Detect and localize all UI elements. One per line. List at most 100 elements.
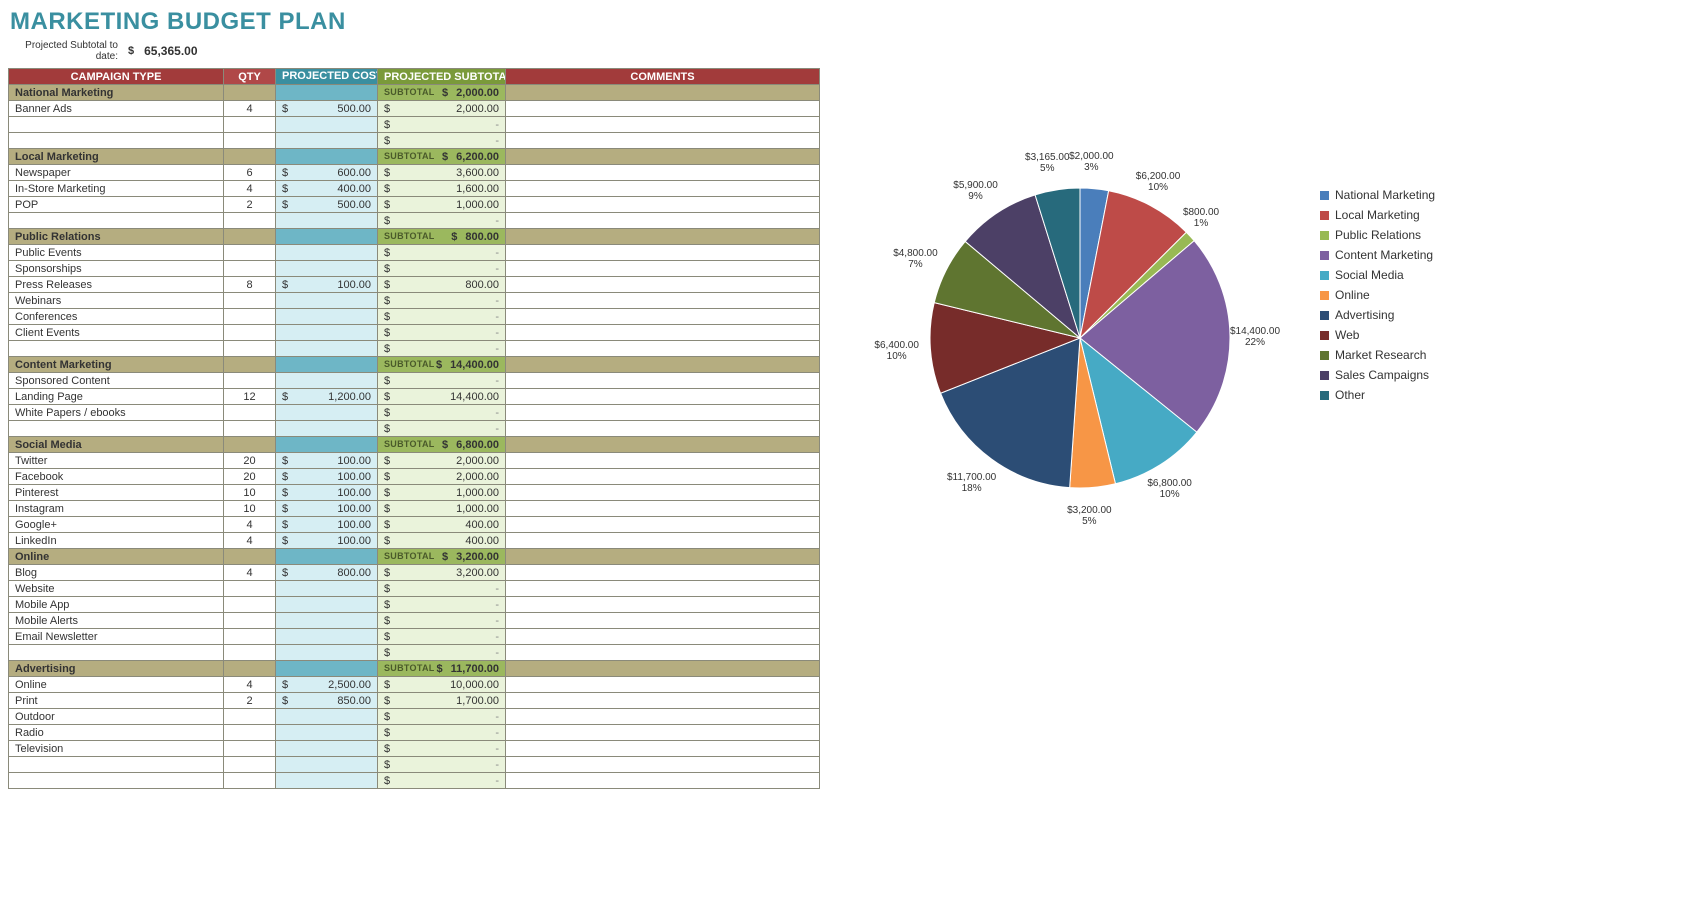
- cell-sub[interactable]: $1,700.00: [378, 693, 506, 709]
- cell-qty[interactable]: 4: [224, 677, 276, 693]
- cell-cpu[interactable]: $100.00: [276, 501, 378, 517]
- cell-label[interactable]: In-Store Marketing: [9, 181, 224, 197]
- cell-sub[interactable]: $-: [378, 245, 506, 261]
- cell-label[interactable]: Banner Ads: [9, 101, 224, 117]
- cell-qty[interactable]: 4: [224, 181, 276, 197]
- cell-label[interactable]: [9, 757, 224, 773]
- cell-comments[interactable]: [506, 517, 820, 533]
- cell-label[interactable]: [9, 117, 224, 133]
- cell-qty[interactable]: 6: [224, 165, 276, 181]
- cell-sub[interactable]: $-: [378, 629, 506, 645]
- cell-comments[interactable]: [506, 645, 820, 661]
- cell-sub[interactable]: $2,000.00: [378, 453, 506, 469]
- cell-comments[interactable]: [506, 613, 820, 629]
- cell-cpu[interactable]: [276, 341, 378, 357]
- cell-sub[interactable]: $2,000.00: [378, 469, 506, 485]
- cell-qty[interactable]: [224, 405, 276, 421]
- cell-cpu[interactable]: $1,200.00: [276, 389, 378, 405]
- cell-label[interactable]: Outdoor: [9, 709, 224, 725]
- cell-comments[interactable]: [506, 165, 820, 181]
- cell-comments[interactable]: [506, 757, 820, 773]
- cell-cpu[interactable]: $850.00: [276, 693, 378, 709]
- cell-cpu[interactable]: [276, 325, 378, 341]
- cell-qty[interactable]: [224, 117, 276, 133]
- cell-comments[interactable]: [506, 389, 820, 405]
- cell-sub[interactable]: $2,000.00: [378, 101, 506, 117]
- cell-qty[interactable]: 20: [224, 453, 276, 469]
- cell-sub[interactable]: $-: [378, 213, 506, 229]
- cell-cpu[interactable]: [276, 293, 378, 309]
- cell-cpu[interactable]: $100.00: [276, 517, 378, 533]
- cell-sub[interactable]: $-: [378, 773, 506, 789]
- cell-qty[interactable]: 4: [224, 533, 276, 549]
- cell-sub[interactable]: $-: [378, 757, 506, 773]
- cell-qty[interactable]: [224, 645, 276, 661]
- cell-label[interactable]: Instagram: [9, 501, 224, 517]
- cell-label[interactable]: Online: [9, 677, 224, 693]
- cell-cpu[interactable]: [276, 421, 378, 437]
- cell-label[interactable]: Website: [9, 581, 224, 597]
- cell-label[interactable]: Twitter: [9, 453, 224, 469]
- cell-qty[interactable]: [224, 581, 276, 597]
- cell-label[interactable]: Conferences: [9, 309, 224, 325]
- cell-qty[interactable]: [224, 341, 276, 357]
- cell-comments[interactable]: [506, 629, 820, 645]
- cell-cpu[interactable]: [276, 261, 378, 277]
- cell-sub[interactable]: $-: [378, 581, 506, 597]
- cell-sub[interactable]: $-: [378, 645, 506, 661]
- cell-qty[interactable]: 4: [224, 101, 276, 117]
- cell-cpu[interactable]: [276, 629, 378, 645]
- cell-sub[interactable]: $-: [378, 709, 506, 725]
- cell-comments[interactable]: [506, 213, 820, 229]
- cell-qty[interactable]: 12: [224, 389, 276, 405]
- cell-qty[interactable]: [224, 421, 276, 437]
- cell-label[interactable]: Public Events: [9, 245, 224, 261]
- cell-cpu[interactable]: $500.00: [276, 197, 378, 213]
- cell-sub[interactable]: $800.00: [378, 277, 506, 293]
- cell-sub[interactable]: $-: [378, 597, 506, 613]
- cell-comments[interactable]: [506, 709, 820, 725]
- cell-qty[interactable]: [224, 133, 276, 149]
- cell-comments[interactable]: [506, 485, 820, 501]
- cell-cpu[interactable]: [276, 757, 378, 773]
- cell-comments[interactable]: [506, 293, 820, 309]
- cell-label[interactable]: [9, 213, 224, 229]
- cell-label[interactable]: Print: [9, 693, 224, 709]
- cell-sub[interactable]: $-: [378, 613, 506, 629]
- cell-label[interactable]: Google+: [9, 517, 224, 533]
- cell-comments[interactable]: [506, 197, 820, 213]
- cell-cpu[interactable]: $600.00: [276, 165, 378, 181]
- cell-sub[interactable]: $1,000.00: [378, 197, 506, 213]
- cell-label[interactable]: Newspaper: [9, 165, 224, 181]
- cell-qty[interactable]: [224, 597, 276, 613]
- cell-comments[interactable]: [506, 117, 820, 133]
- cell-label[interactable]: [9, 133, 224, 149]
- cell-cpu[interactable]: $100.00: [276, 485, 378, 501]
- cell-qty[interactable]: 2: [224, 197, 276, 213]
- cell-sub[interactable]: $400.00: [378, 517, 506, 533]
- cell-sub[interactable]: $1,000.00: [378, 485, 506, 501]
- cell-qty[interactable]: [224, 741, 276, 757]
- cell-cpu[interactable]: [276, 645, 378, 661]
- cell-comments[interactable]: [506, 325, 820, 341]
- cell-comments[interactable]: [506, 245, 820, 261]
- cell-qty[interactable]: [224, 261, 276, 277]
- cell-cpu[interactable]: $500.00: [276, 101, 378, 117]
- cell-label[interactable]: [9, 421, 224, 437]
- cell-comments[interactable]: [506, 741, 820, 757]
- cell-label[interactable]: Press Releases: [9, 277, 224, 293]
- cell-cpu[interactable]: [276, 773, 378, 789]
- cell-sub[interactable]: $-: [378, 117, 506, 133]
- cell-sub[interactable]: $10,000.00: [378, 677, 506, 693]
- cell-comments[interactable]: [506, 581, 820, 597]
- cell-qty[interactable]: 4: [224, 565, 276, 581]
- cell-sub[interactable]: $-: [378, 741, 506, 757]
- cell-sub[interactable]: $3,200.00: [378, 565, 506, 581]
- cell-sub[interactable]: $1,600.00: [378, 181, 506, 197]
- cell-label[interactable]: Sponsored Content: [9, 373, 224, 389]
- cell-sub[interactable]: $1,000.00: [378, 501, 506, 517]
- cell-comments[interactable]: [506, 341, 820, 357]
- cell-sub[interactable]: $-: [378, 725, 506, 741]
- cell-qty[interactable]: [224, 773, 276, 789]
- cell-label[interactable]: LinkedIn: [9, 533, 224, 549]
